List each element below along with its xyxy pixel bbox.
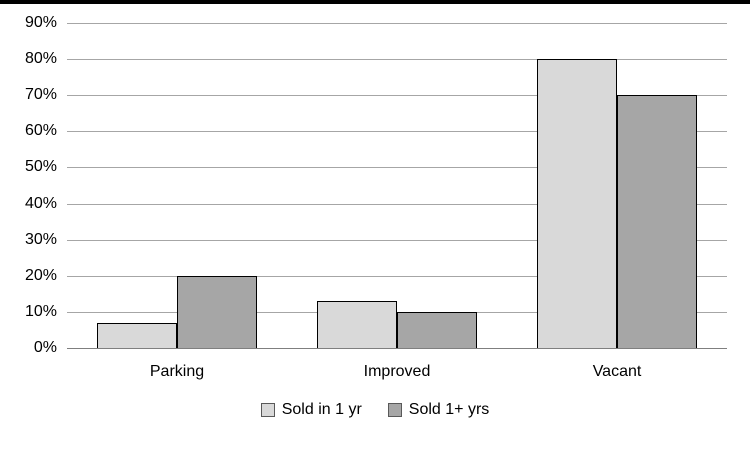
y-tick-label: 40% <box>24 194 57 212</box>
gridline-90% <box>67 23 727 24</box>
bar-vacant-sold-1plus-yrs <box>617 95 697 348</box>
y-tick-label: 50% <box>24 158 57 176</box>
bar-vacant-sold-in-1yr <box>537 59 617 348</box>
bar-improved-sold-1plus-yrs <box>397 311 477 348</box>
legend-item-sold-in-1yr: Sold in 1 yr <box>260 400 362 420</box>
legend: Sold in 1 yr Sold 1+ yrs <box>0 400 750 420</box>
y-tick-label: 60% <box>24 122 57 140</box>
y-tick-label: 30% <box>24 230 57 248</box>
legend-swatch-icon <box>260 403 275 417</box>
legend-label: Sold 1+ yrs <box>408 401 490 418</box>
y-tick-label: 20% <box>24 266 57 284</box>
bar-parking-sold-in-1yr <box>97 322 177 348</box>
x-category-label-parking: Parking <box>149 363 205 380</box>
bar-improved-sold-in-1yr <box>317 301 397 348</box>
gridline-70% <box>67 95 727 97</box>
plot-area <box>67 23 727 349</box>
y-tick-label: 0% <box>33 339 57 356</box>
y-tick-label: 80% <box>24 50 57 68</box>
gridline-50% <box>67 167 727 169</box>
x-category-label-improved: Improved <box>363 363 431 380</box>
image-top-border <box>0 0 750 4</box>
legend-swatch-icon <box>387 403 402 417</box>
bar-parking-sold-1plus-yrs <box>177 275 257 348</box>
gridline-20% <box>67 275 727 277</box>
y-tick-label: 10% <box>24 302 57 320</box>
legend-item-sold-1plus-yrs: Sold 1+ yrs <box>387 400 490 420</box>
legend-label: Sold in 1 yr <box>281 401 362 418</box>
y-tick-label: 90% <box>24 14 57 31</box>
gridline-60% <box>67 131 727 133</box>
x-category-label-vacant: Vacant <box>592 363 642 380</box>
gridline-30% <box>67 239 727 241</box>
gridline-40% <box>67 203 727 205</box>
y-tick-label: 70% <box>24 86 57 104</box>
gridline-80% <box>67 59 727 61</box>
